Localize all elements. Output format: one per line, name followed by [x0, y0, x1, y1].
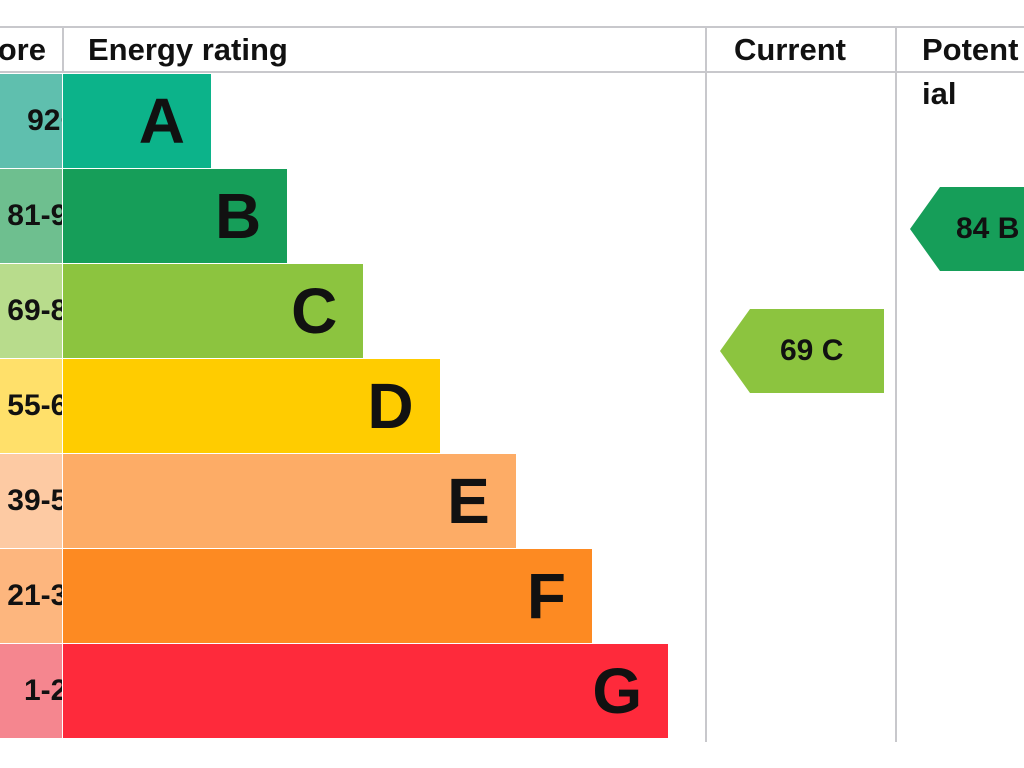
rating-bar-letter: E: [447, 465, 490, 537]
rating-bar-d: D: [63, 359, 440, 453]
rating-bar-e: E: [63, 454, 516, 548]
score-range-cell: 1-20: [0, 644, 62, 738]
rating-bar-letter: G: [592, 655, 643, 727]
column-divider: [895, 26, 897, 742]
score-range-label: 21-38: [7, 579, 62, 612]
column-divider: [705, 26, 707, 742]
rating-bar-letter: F: [526, 560, 566, 632]
score-range-cell: 55-68: [0, 359, 62, 453]
header-current: Current: [734, 32, 846, 67]
score-range-label: 69-80: [7, 294, 62, 327]
potential-rating-arrow: 84 B: [910, 187, 1024, 272]
header-top-border: [0, 26, 1024, 28]
score-range-label: 1-20: [23, 674, 62, 707]
current-rating-arrow: 69 C: [720, 309, 884, 394]
column-divider: [62, 26, 64, 72]
score-range-label: 92+: [27, 104, 62, 137]
score-range-cell: 92+: [0, 74, 62, 168]
potential-arrow-shape: [910, 187, 1024, 272]
score-range-cell: 69-80: [0, 264, 62, 358]
score-range-label: 55-68: [7, 389, 62, 422]
score-range-cell: 81-91: [0, 169, 62, 263]
rating-bar-f: F: [63, 549, 592, 643]
header-score: Score: [0, 32, 46, 67]
rating-bar-letter: D: [367, 370, 414, 442]
potential-rating-label: 84 B: [956, 212, 1020, 246]
score-range-cell: 21-38: [0, 549, 62, 643]
score-range-label: 39-54: [7, 484, 62, 517]
rating-bar-letter: A: [138, 85, 185, 157]
rating-bar-letter: C: [291, 275, 338, 347]
current-arrow-shape: [720, 309, 884, 394]
rating-bar-b: B: [63, 169, 288, 263]
header-potential: Potential: [922, 32, 1019, 111]
score-range-label: 81-91: [7, 199, 62, 232]
rating-bar-c: C: [63, 264, 364, 358]
header-bottom-border: [0, 71, 1024, 73]
rating-bar-g: G: [63, 644, 669, 738]
current-rating-label: 69 C: [780, 334, 844, 368]
rating-bar-letter: B: [214, 180, 262, 252]
score-range-cell: 39-54: [0, 454, 62, 548]
rating-bar-a: A: [63, 74, 211, 168]
header-energy-rating: Energy rating: [88, 32, 288, 67]
